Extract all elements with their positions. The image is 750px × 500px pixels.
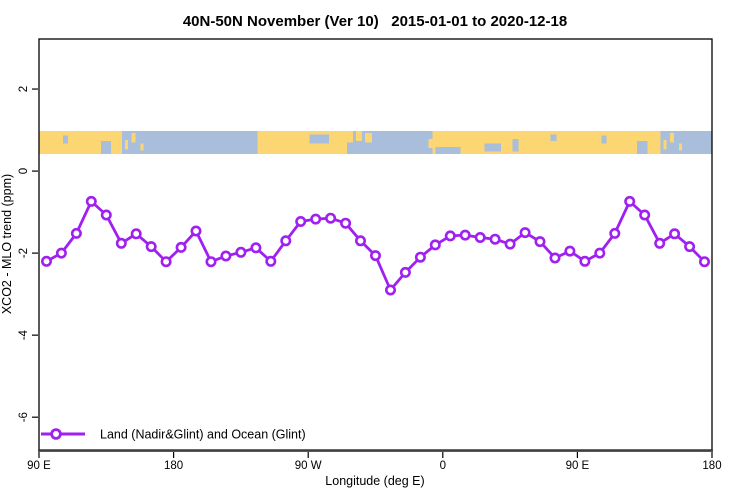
world-map-band [39,130,712,154]
map-ocean-area [309,134,330,144]
data-point [100,209,112,221]
x-tick-label: 180 [702,460,721,472]
map-land-island [653,143,659,152]
x-tick-label: 90 E [566,460,590,472]
data-point [220,250,232,262]
x-axis: 90 E 180 90 W 0 90 E 180 [27,452,722,472]
y-tick-label: -4 [18,329,30,340]
data-point [384,284,396,296]
map-ocean-area [512,138,519,152]
data-point [519,227,531,239]
data-point [414,251,426,263]
data-point [399,266,411,278]
data-point [429,239,441,251]
plot-border [38,38,713,451]
legend: Land (Nadir&Glint) and Ocean (Glint) [41,428,306,442]
y-tick-label: 2 [18,86,30,92]
data-point [340,217,352,229]
data-point [160,256,172,268]
map-ocean-area [435,146,461,154]
data-point [325,212,337,224]
map-land-island [679,143,683,151]
data-series-layer [40,195,710,296]
map-land-island [140,143,144,151]
map-land-island [663,140,667,150]
data-point [474,232,486,244]
map-ocean-area [347,142,354,154]
data-point [369,250,381,262]
map-land-island [124,140,128,150]
data-point [250,242,262,254]
data-point [594,247,606,259]
map-ocean-area [122,130,258,154]
legend-marker-sample [50,428,62,440]
data-point [55,247,67,259]
map-ocean-area [101,141,111,154]
data-point [549,252,561,264]
map-land-island [356,130,363,142]
data-point [145,241,157,253]
data-point [205,256,217,268]
data-point [639,209,651,221]
data-point [489,233,501,245]
data-point [190,225,202,237]
data-point [295,216,307,228]
data-point [654,237,666,249]
x-tick-label: 90 W [295,460,322,472]
map-ocean-area [550,134,557,142]
data-point [235,246,247,258]
data-point [40,255,52,267]
map-ocean-area [637,141,648,154]
data-point [504,238,516,250]
y-axis-title: XCO2 - MLO trend (ppm) [0,174,14,314]
y-tick-label: 0 [18,168,30,174]
data-point [85,195,97,207]
data-point [609,227,621,239]
data-point [669,228,681,240]
data-point [310,213,322,225]
map-ocean-area [353,130,433,154]
data-point [280,235,292,247]
legend-label: Land (Nadir&Glint) and Ocean (Glint) [100,428,306,442]
y-tick-label: -2 [18,248,30,258]
x-tick-label: 90 E [27,460,51,472]
map-land-island [365,133,372,143]
data-point [265,255,277,267]
y-tick-label: -6 [18,412,30,422]
map-ocean-area [601,135,607,144]
data-point [70,227,82,239]
map-ocean-area [484,143,502,152]
data-point [698,256,710,268]
data-point [684,241,696,253]
data-point [564,245,576,257]
map-land-island [670,133,674,143]
y-axis: 2 0 -2 -4 -6 [18,86,38,422]
x-tick-label: 0 [440,460,446,472]
data-point [354,235,366,247]
map-ocean-area [62,135,69,144]
data-point [444,230,456,242]
data-point [579,255,591,267]
map-land-island [428,138,433,149]
x-axis-title: Longitude (deg E) [325,474,424,488]
map-ocean-area [660,130,712,154]
data-point [624,195,636,207]
chart-title: 40N-50N November (Ver 10) 2015-01-01 to … [183,13,567,30]
plot-frame [38,38,713,452]
data-point [130,228,142,240]
data-point [175,241,187,253]
data-point [534,236,546,248]
data-point [115,237,127,249]
series-line [45,199,706,292]
x-tick-label: 180 [164,460,183,472]
map-land-island [131,133,136,143]
data-point [459,229,471,241]
